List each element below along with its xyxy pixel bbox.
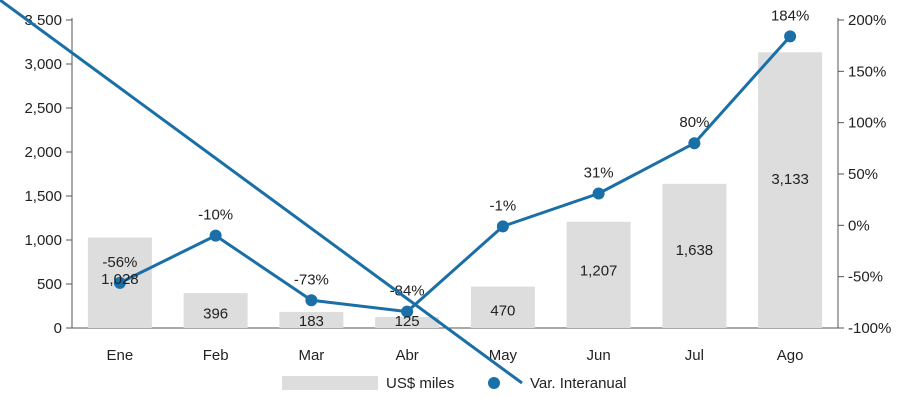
y-right-tick-label: -100% <box>848 320 891 337</box>
point-value-label: -1% <box>490 197 517 214</box>
y-left-tick-label: 1,500 <box>24 188 62 205</box>
legend: US$ miles Var. Interanual <box>0 0 626 392</box>
data-labels: 1,028 396 183 125 470 1,207 1,638 3,133 -56% -10%… <box>101 7 809 330</box>
x-tick-label: Mar <box>298 347 324 364</box>
bar <box>470 286 535 328</box>
series-marker <box>592 187 605 200</box>
bar <box>758 52 823 329</box>
series-marker <box>401 305 414 318</box>
bar-value-label: 1,207 <box>580 263 618 280</box>
bar-value-label: 183 <box>299 313 324 330</box>
y-right-tick-label: -50% <box>848 269 883 286</box>
legend-label-bars: US$ miles <box>386 375 454 392</box>
legend-swatch-bars <box>282 376 378 390</box>
bar-value-label: 470 <box>490 303 515 320</box>
legend-swatch-line <box>0 0 523 385</box>
y-right-tick-label: 150% <box>848 63 886 80</box>
bar-value-label: 396 <box>203 305 228 322</box>
point-value-label: -56% <box>102 254 137 271</box>
series-marker <box>688 137 701 150</box>
x-tick-label: Jul <box>685 347 704 364</box>
bar <box>375 317 440 328</box>
series-marker <box>113 276 126 289</box>
line-series <box>113 30 797 318</box>
series-marker <box>305 294 318 307</box>
y-left-tick-label: 1,000 <box>24 232 62 249</box>
point-value-label: -73% <box>294 271 329 288</box>
legend-label-line: Var. Interanual <box>530 375 626 392</box>
x-tick-label: May <box>489 347 518 364</box>
x-tick-label: Ene <box>107 347 134 364</box>
y-right-tick-label: 50% <box>848 166 878 183</box>
series-marker <box>496 220 509 233</box>
bar <box>566 221 631 328</box>
point-value-label: 80% <box>679 114 709 131</box>
y-left-tick-label: 2,500 <box>24 100 62 117</box>
bar-series <box>87 52 823 329</box>
series-marker <box>209 229 222 242</box>
x-tick-label: Feb <box>203 347 229 364</box>
bar-value-label: 1,638 <box>676 242 714 259</box>
y-right-tick-label: 0% <box>848 217 870 234</box>
bar <box>279 311 344 328</box>
bar <box>183 293 248 328</box>
point-value-label: 184% <box>771 7 809 24</box>
y-right-tick-label: 100% <box>848 115 886 132</box>
y-right-tick-label: 200% <box>848 12 886 29</box>
y-left-tick-label: 500 <box>37 276 62 293</box>
x-tick-label: Jun <box>587 347 611 364</box>
y-left-tick-label: 3,000 <box>24 56 62 73</box>
x-tick-label: Ago <box>777 347 804 364</box>
y-left-tick-label: 0 <box>54 320 62 337</box>
bar-value-label: 1,028 <box>101 271 139 288</box>
point-value-label: 31% <box>584 165 614 182</box>
y-left-tick-label: 2,000 <box>24 144 62 161</box>
series-line <box>119 35 792 314</box>
bar <box>662 183 727 328</box>
legend-swatch-marker <box>488 377 500 389</box>
point-value-label: -10% <box>198 207 233 224</box>
series-marker <box>784 30 797 43</box>
x-tick-label: Abr <box>395 347 418 364</box>
bar-value-label: 3,133 <box>771 171 809 188</box>
bar-value-label: 125 <box>395 313 420 330</box>
point-value-label: -84% <box>390 283 425 300</box>
